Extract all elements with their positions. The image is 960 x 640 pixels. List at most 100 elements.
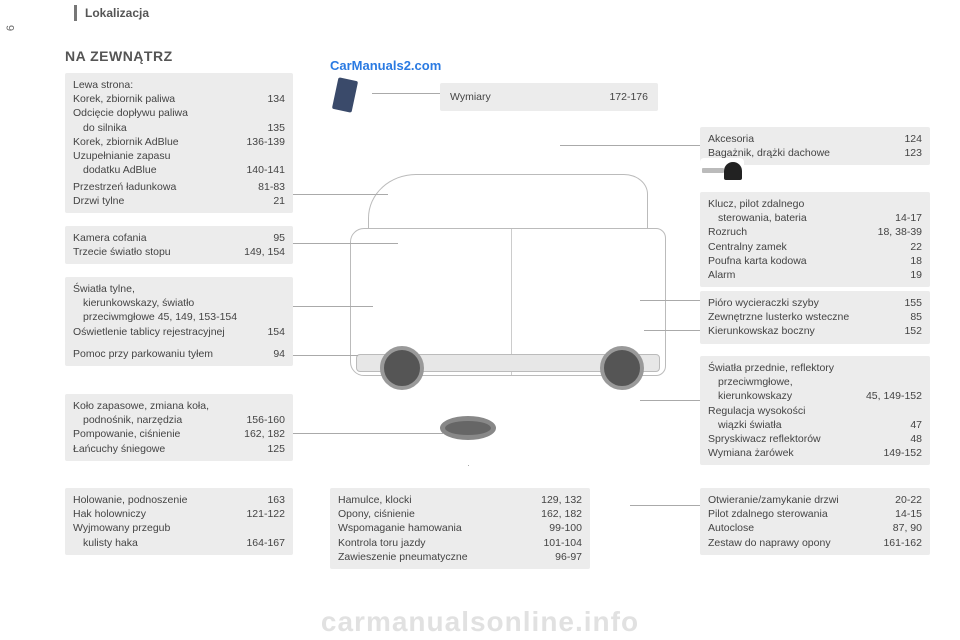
- row-label: Korek, zbiornik AdBlue: [73, 135, 240, 149]
- left-box-1: Lewa strona:Korek, zbiornik paliwa134Odc…: [65, 73, 293, 182]
- row-label: Kontrola toru jazdy: [338, 536, 537, 550]
- row-value: 162, 182: [244, 427, 285, 441]
- row-label: przeciwmgłowe 45, 149, 153-154: [73, 310, 285, 324]
- row-value: 156-160: [246, 413, 285, 427]
- left-box-6: Koło zapasowe, zmiana koła,podnośnik, na…: [65, 394, 293, 461]
- van-roof: [368, 174, 648, 234]
- callout-line: [560, 145, 700, 146]
- row-label: Centralny zamek: [708, 240, 904, 254]
- callout-line: [293, 433, 443, 434]
- row-label: Holowanie, podnoszenie: [73, 493, 261, 507]
- van-illustration: [330, 160, 680, 420]
- callout-line: [640, 300, 700, 301]
- row-label: kierunkowskazy: [708, 389, 860, 403]
- row-label: Pilot zdalnego sterowania: [708, 507, 889, 521]
- callout-line: [293, 355, 358, 356]
- section-title: NA ZEWNĄTRZ: [65, 48, 173, 64]
- row-value: 14-15: [895, 507, 922, 521]
- row-label: kierunkowskazy, światło: [73, 296, 285, 310]
- row-label: przeciwmgłowe,: [708, 375, 922, 389]
- row-value: 161-162: [883, 536, 922, 550]
- row-label: Wymiana żarówek: [708, 446, 877, 460]
- row-label: Regulacja wysokości: [708, 404, 922, 418]
- dimensions-value: 172-176: [609, 90, 648, 104]
- row-label: Światła tylne,: [73, 282, 285, 296]
- row-label: Poufna karta kodowa: [708, 254, 904, 268]
- row-label: Klucz, pilot zdalnego: [708, 197, 922, 211]
- row-label: Łańcuchy śniegowe: [73, 442, 261, 456]
- row-value: 94: [273, 347, 285, 361]
- row-value: 96-97: [555, 550, 582, 564]
- row-label: Oświetlenie tablicy rejestracyjnej: [73, 325, 261, 339]
- row-value: 164-167: [246, 536, 285, 550]
- row-value: 149-152: [883, 446, 922, 460]
- right-box-4: Światła przednie, reflektoryprzeciwmgłow…: [700, 356, 930, 465]
- right-box-3: Pióro wycieraczki szyby 155Zewnętrzne lus…: [700, 291, 930, 344]
- row-label: Kierunkowskaz boczny: [708, 324, 898, 338]
- module-thumbnail: [315, 73, 373, 131]
- row-value: 135: [267, 121, 285, 135]
- row-label: Akcesoria: [708, 132, 898, 146]
- row-label: Drzwi tylne: [73, 194, 267, 208]
- van-wheel-rear: [380, 346, 424, 390]
- callout-line: [372, 93, 440, 94]
- spare-tire: [440, 416, 496, 440]
- row-label: Zewnętrzne lusterko wsteczne: [708, 310, 904, 324]
- center-bottom-box: Hamulce, klocki 129, 132 Opony, ciśnienie 1…: [330, 488, 590, 569]
- row-value: 149, 154: [244, 245, 285, 259]
- callout-line: [640, 400, 700, 401]
- footer-watermark: carmanualsonline.info: [0, 606, 960, 638]
- left-box-5: Pomoc przy parkowaniu tyłem 94: [65, 342, 293, 366]
- right-box-2: Klucz, pilot zdalnegosterowania, bateria…: [700, 192, 930, 287]
- row-value: 163: [267, 493, 285, 507]
- callout-line: [293, 306, 373, 307]
- right-box-5: Otwieranie/zamykanie drzwi 20-22 Pilot zda…: [700, 488, 930, 555]
- row-value: 19: [910, 268, 922, 282]
- dimensions-label: Wymiary: [450, 90, 603, 104]
- row-value: 134: [267, 92, 285, 106]
- row-value: 81-83: [258, 180, 285, 194]
- row-label: Przestrzeń ładunkowa: [73, 180, 252, 194]
- row-label: Pomoc przy parkowaniu tyłem: [73, 347, 267, 361]
- left-box-7: Holowanie, podnoszenie 163 Hak holowniczy 1…: [65, 488, 293, 555]
- row-value: 162, 182: [541, 507, 582, 521]
- row-value: 95: [273, 231, 285, 245]
- row-value: 20-22: [895, 493, 922, 507]
- row-label: Wyjmowany przegub: [73, 521, 285, 535]
- row-label: Pióro wycieraczki szyby: [708, 296, 898, 310]
- row-label: Wspomaganie hamowania: [338, 521, 543, 535]
- callout-line: [630, 505, 700, 506]
- callout-line: [644, 330, 700, 331]
- row-label: Korek, zbiornik paliwa: [73, 92, 261, 106]
- row-label: Otwieranie/zamykanie drzwi: [708, 493, 889, 507]
- row-value: 47: [910, 418, 922, 432]
- row-value: 87, 90: [893, 521, 922, 535]
- row-value: 48: [910, 432, 922, 446]
- row-label: Uzupełnianie zapasu: [73, 149, 285, 163]
- row-label: do silnika: [73, 121, 261, 135]
- row-label: sterowania, bateria: [708, 211, 889, 225]
- row-value: 136-139: [246, 135, 285, 149]
- left-box-3: Kamera cofania95Trzecie światło stopu149…: [65, 226, 293, 264]
- row-value: 85: [910, 310, 922, 324]
- row-label: podnośnik, narzędzia: [73, 413, 240, 427]
- row-value: 129, 132: [541, 493, 582, 507]
- brand-watermark: CarManuals2.com: [330, 58, 441, 73]
- header-bar: [74, 5, 77, 21]
- row-label: Opony, ciśnienie: [338, 507, 535, 521]
- row-label: Hamulce, klocki: [338, 493, 535, 507]
- row-value: 125: [267, 442, 285, 456]
- row-label: Alarm: [708, 268, 904, 282]
- row-value: 155: [904, 296, 922, 310]
- row-label: Trzecie światło stopu: [73, 245, 238, 259]
- row-label: Światła przednie, reflektory: [708, 361, 922, 375]
- row-value: 154: [267, 325, 285, 339]
- row-label: Odcięcie dopływu paliwa: [73, 106, 285, 120]
- left-box-2: Przestrzeń ładunkowa81-83Drzwi tylne21: [65, 175, 293, 213]
- key-thumbnail: [700, 158, 744, 184]
- row-label: Hak holowniczy: [73, 507, 240, 521]
- row-label: kulisty haka: [73, 536, 240, 550]
- breadcrumb: Lokalizacja: [85, 6, 149, 20]
- row-value: 101-104: [543, 536, 582, 550]
- left-box-4: Światła tylne,kierunkowskazy, światłoprz…: [65, 277, 293, 344]
